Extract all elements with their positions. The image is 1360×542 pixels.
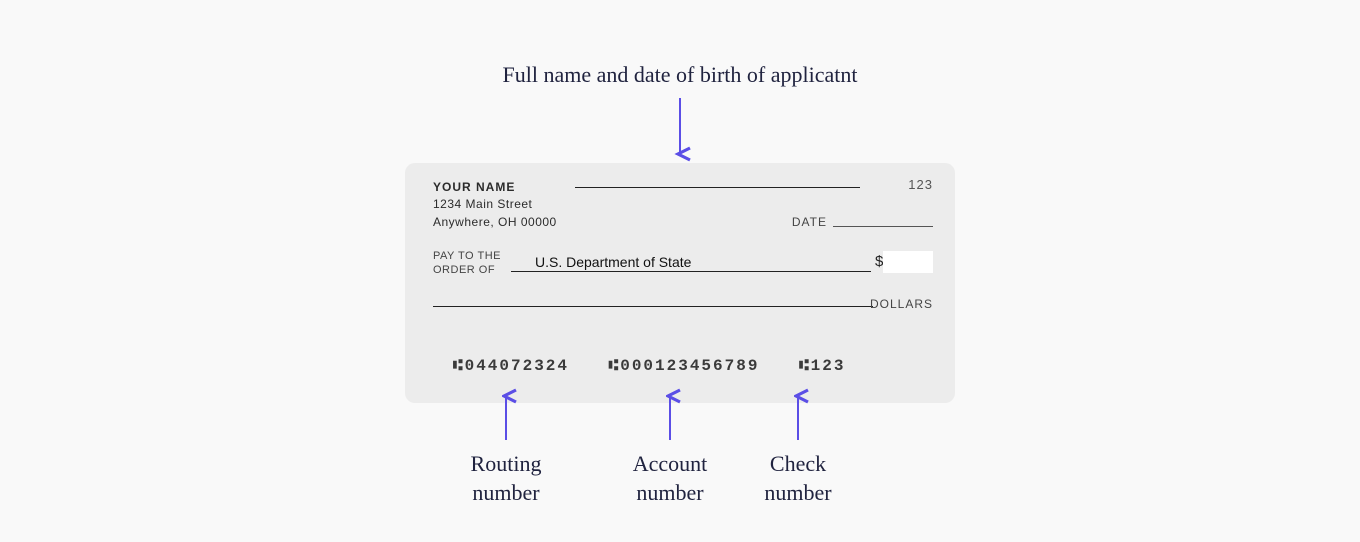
annotation-routing: Routing number	[471, 450, 542, 507]
annotation-account: Account number	[633, 450, 708, 507]
arrow-top	[670, 98, 690, 164]
annotation-checknum-line1: Check	[764, 450, 831, 479]
payer-address-1: 1234 Main Street	[433, 196, 557, 213]
arrow-account	[660, 388, 680, 444]
written-amount-line	[433, 306, 873, 307]
micr-check: ⑆123	[799, 357, 845, 375]
annotation-routing-line2: number	[471, 479, 542, 508]
annotation-top: Full name and date of birth of applicatn…	[0, 62, 1360, 88]
payto-label: PAY TO THE ORDER OF	[433, 249, 501, 278]
arrow-routing	[496, 388, 516, 444]
check: YOUR NAME 1234 Main Street Anywhere, OH …	[405, 163, 955, 403]
payer-address-2: Anywhere, OH 00000	[433, 214, 557, 231]
annotation-checknum-line2: number	[764, 479, 831, 508]
payto-line	[511, 271, 871, 272]
name-dob-line	[575, 187, 860, 188]
micr-account: ⑆000123456789	[609, 357, 760, 375]
annotation-routing-line1: Routing	[471, 450, 542, 479]
payto-label-line2: ORDER OF	[433, 263, 501, 277]
check-number-top: 123	[908, 177, 933, 192]
dollars-label: DOLLARS	[870, 297, 933, 311]
micr-line: ⑆044072324 ⑆000123456789 ⑆123	[453, 357, 873, 375]
payer-name-block: YOUR NAME 1234 Main Street Anywhere, OH …	[433, 179, 557, 231]
payer-name: YOUR NAME	[433, 179, 557, 196]
annotation-checknum: Check number	[764, 450, 831, 507]
payto-label-line1: PAY TO THE	[433, 249, 501, 263]
arrow-checknum	[788, 388, 808, 444]
date-line	[833, 226, 933, 227]
payto-value: U.S. Department of State	[535, 254, 691, 270]
micr-routing: ⑆044072324	[453, 357, 569, 375]
diagram-canvas: Full name and date of birth of applicatn…	[0, 0, 1360, 542]
annotation-account-line1: Account	[633, 450, 708, 479]
date-label: DATE	[792, 215, 827, 229]
annotation-account-line2: number	[633, 479, 708, 508]
amount-box	[883, 251, 933, 273]
